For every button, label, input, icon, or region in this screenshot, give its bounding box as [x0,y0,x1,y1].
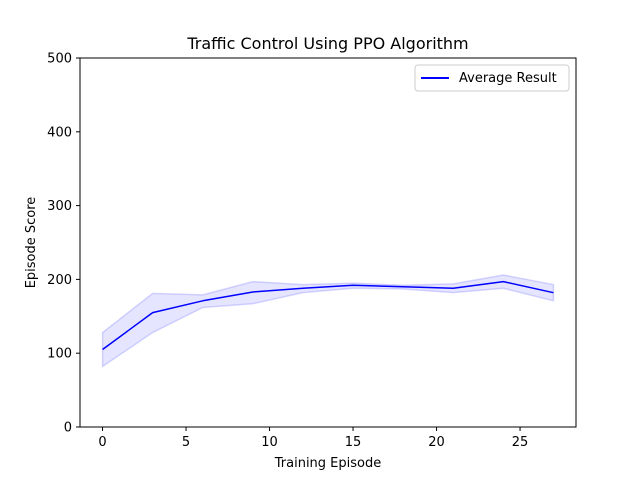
data-point [452,287,455,290]
data-point [251,290,254,293]
legend: Average Result [414,64,570,92]
x-tick-label: 5 [182,435,190,450]
x-axis-label: Training Episode [274,456,381,471]
y-tick-label: 300 [47,199,72,214]
data-point [301,287,304,290]
chart-title: Traffic Control Using PPO Algorithm [186,34,468,53]
y-axis-label: Episode Score [24,197,39,289]
data-point [151,311,154,314]
y-tick-label: 400 [47,125,72,140]
x-tick-label: 25 [512,435,529,450]
confidence-band [101,274,555,368]
x-axis-ticks: 0 5 10 15 20 25 [98,427,528,450]
data-point [101,348,104,351]
plot-frame [79,57,577,428]
data-point [552,291,555,294]
x-tick-label: 15 [345,435,362,450]
data-point [352,284,355,287]
y-tick-label: 500 [47,52,72,67]
y-tick-label: 0 [64,421,72,436]
x-tick-label: 20 [428,435,445,450]
y-tick-label: 200 [47,273,72,288]
series-line [102,280,554,351]
confidence-band-layer [101,274,555,368]
legend-label: Average Result [459,71,557,86]
data-point [201,299,204,302]
data-point [402,285,405,288]
x-tick-label: 0 [98,435,106,450]
x-tick-label: 10 [261,435,278,450]
legend-box [414,64,570,92]
data-point [502,280,505,283]
y-tick-label: 100 [47,347,72,362]
y-axis-ticks: 0 100 200 300 400 500 [47,52,80,436]
series-line-layer [101,280,555,351]
